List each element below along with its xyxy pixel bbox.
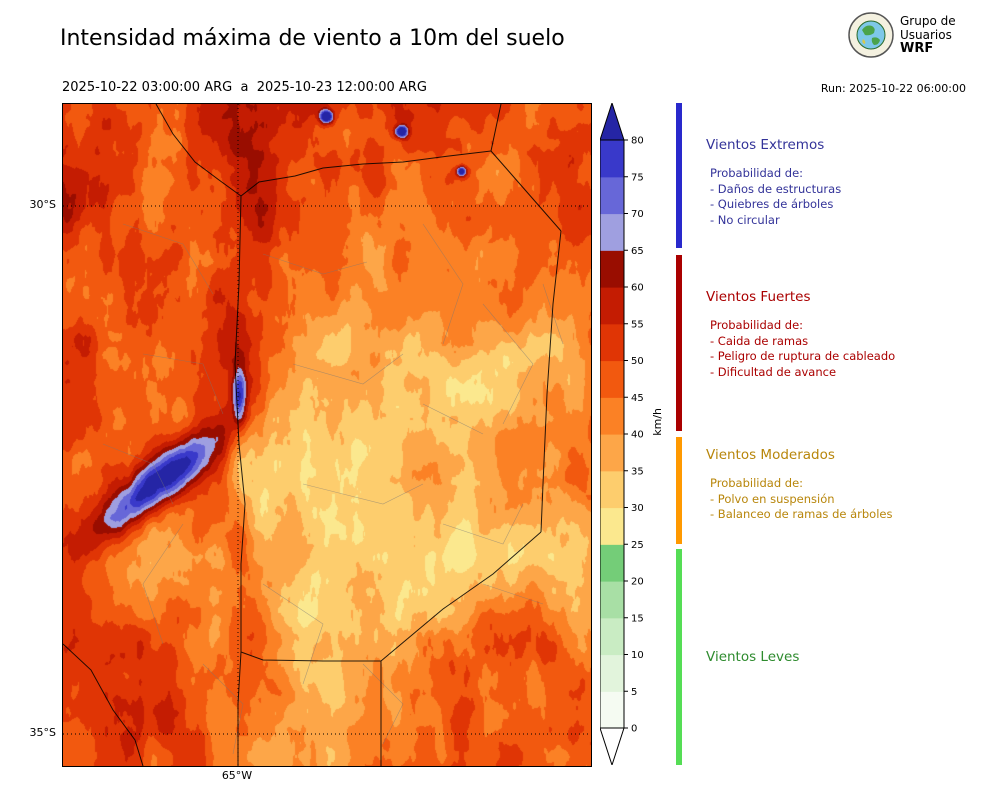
svg-text:80: 80	[631, 136, 644, 147]
legend-item: - Caida de ramas	[710, 333, 809, 348]
valid-period-label: 2025-10-22 03:00:00 ARG a 2025-10-23 12:…	[62, 80, 427, 95]
legend-item: - No circular	[710, 212, 780, 227]
legend-body-moderados: Probabilidad de: - Polvo en suspensión -…	[710, 476, 986, 523]
legend-title-fuertes: Vientos Fuertes	[706, 289, 811, 305]
province-borders	[63, 104, 562, 766]
svg-text:0: 0	[631, 724, 637, 735]
svg-text:75: 75	[631, 172, 644, 183]
svg-text:40: 40	[631, 430, 644, 441]
legend-section-fuertes: Vientos Fuertes Probabilidad de: - Caida…	[706, 289, 986, 380]
legend-item: - Polvo en suspensión	[710, 491, 835, 506]
run-timestamp-label: Run: 2025-10-22 06:00:00	[820, 82, 966, 95]
svg-text:5: 5	[631, 687, 637, 698]
legend-title-moderados: Vientos Moderados	[706, 447, 835, 463]
org-name-line3: WRF	[900, 41, 934, 56]
legend-body-fuertes: Probabilidad de: - Caida de ramas - Peli…	[710, 318, 986, 380]
legend-intro: Probabilidad de:	[710, 318, 804, 332]
org-name: Grupo de Usuarios WRF	[900, 14, 956, 56]
svg-text:65: 65	[631, 246, 644, 257]
lat-lon-gridlines	[63, 104, 591, 766]
svg-text:45: 45	[631, 393, 644, 404]
lat-label-30s: 30°S	[29, 198, 56, 211]
legend: Vientos Extremos Probabilidad de: - Daño…	[700, 103, 992, 765]
svg-text:30: 30	[631, 503, 644, 514]
legend-intro: Probabilidad de:	[710, 166, 804, 180]
colorbar-unit-label: km/h	[651, 408, 664, 436]
legend-section-moderados: Vientos Moderados Probabilidad de: - Pol…	[706, 447, 986, 523]
legend-section-extremos: Vientos Extremos Probabilidad de: - Daño…	[706, 137, 986, 228]
globe-icon	[848, 12, 894, 58]
svg-text:35: 35	[631, 466, 644, 477]
svg-text:25: 25	[631, 540, 644, 551]
svg-text:55: 55	[631, 319, 644, 330]
svg-text:70: 70	[631, 209, 644, 220]
svg-text:10: 10	[631, 650, 644, 661]
wind-intensity-map	[62, 103, 592, 767]
svg-text:60: 60	[631, 283, 644, 294]
page-title: Intensidad máxima de viento a 10m del su…	[60, 26, 565, 51]
legend-item: - Quiebres de árboles	[710, 197, 834, 211]
category-bar-moderados	[676, 437, 682, 544]
org-logo: Grupo de Usuarios WRF	[848, 12, 956, 58]
department-borders	[102, 223, 564, 755]
svg-text:20: 20	[631, 577, 644, 588]
svg-text:15: 15	[631, 613, 644, 624]
svg-text:50: 50	[631, 356, 644, 367]
lat-label-35s: 35°S	[29, 726, 56, 739]
legend-title-extremos: Vientos Extremos	[706, 137, 825, 153]
wind-field-canvas	[63, 104, 591, 766]
category-bar-leves	[676, 549, 682, 765]
legend-section-leves: Vientos Leves	[706, 649, 986, 665]
legend-title-leves: Vientos Leves	[706, 649, 800, 665]
lon-label-65w: 65°W	[221, 769, 253, 782]
legend-intro: Probabilidad de:	[710, 476, 804, 490]
legend-item: - Daños de estructuras	[710, 181, 842, 196]
legend-item: - Dificultad de avance	[710, 364, 837, 379]
map-borders-overlay	[63, 104, 591, 766]
legend-body-extremos: Probabilidad de: - Daños de estructuras …	[710, 166, 986, 228]
legend-item: - Balanceo de ramas de árboles	[710, 507, 893, 521]
category-bar-fuertes	[676, 255, 682, 431]
colorbar: 0 5 10 15 20 25 30 35 40 45 50 55 60 65 70 75 80	[600, 103, 644, 765]
legend-item: - Peligro de ruptura de cableado	[710, 349, 896, 363]
org-name-line1: Grupo de	[900, 14, 956, 28]
org-name-line2: Usuarios	[900, 28, 952, 42]
category-bar-extremos	[676, 103, 682, 248]
